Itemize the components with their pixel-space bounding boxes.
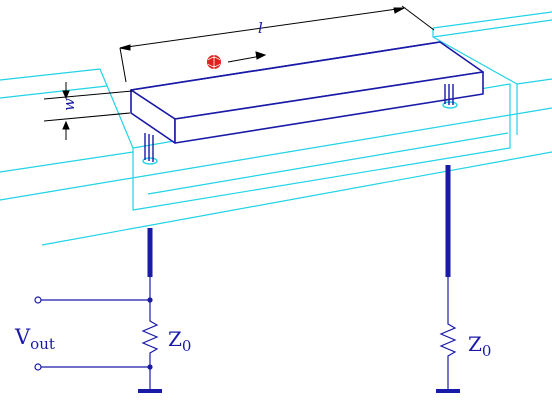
impedance-left-label: Z0	[168, 327, 191, 355]
support-right-pad	[442, 101, 458, 109]
substrate	[0, 11, 552, 246]
substrate-right-rim	[516, 78, 552, 85]
width-label: w	[60, 98, 78, 111]
substrate-left-bottom	[0, 151, 134, 173]
vout-main: V	[14, 325, 31, 349]
supports	[142, 84, 458, 165]
electron-ball-icon	[207, 55, 221, 69]
length-dim-line	[119, 7, 405, 49]
beam	[130, 41, 484, 144]
leads	[147, 165, 451, 319]
terminal-bottom	[34, 363, 42, 371]
arrow-right-icon	[227, 51, 267, 63]
impedance-left-main: Z	[168, 327, 182, 351]
impedance-right-label: Z0	[468, 332, 491, 360]
impedance-right-sub: 0	[482, 342, 492, 360]
left-circuit	[34, 296, 162, 393]
support-left-pad	[142, 157, 158, 165]
substrate-left-rim	[0, 85, 108, 99]
resistor-left	[141, 315, 159, 391]
substrate-pit-floor-edge	[147, 132, 509, 195]
substrate-left-top	[0, 68, 134, 149]
terminal-top	[34, 296, 42, 304]
node-top	[147, 297, 153, 303]
impedance-right-main: Z	[468, 332, 482, 356]
substrate-slab-bottom	[41, 151, 552, 246]
length-label: l	[258, 19, 263, 37]
impedance-left-sub: 0	[182, 337, 192, 355]
substrate-slab-top	[0, 107, 552, 201]
beam-top-edge	[130, 41, 441, 91]
vout-sub: out	[30, 335, 55, 353]
vout-label: Vout	[14, 325, 55, 353]
substrate-right-edge	[432, 19, 552, 38]
right-circuit	[436, 319, 460, 393]
substrate-right-top	[432, 11, 552, 29]
width-dimension	[43, 82, 133, 140]
beam-side-face	[174, 71, 484, 144]
resistor-right	[439, 319, 457, 391]
length-dimension	[119, 5, 435, 83]
substrate-right-face	[432, 28, 518, 135]
